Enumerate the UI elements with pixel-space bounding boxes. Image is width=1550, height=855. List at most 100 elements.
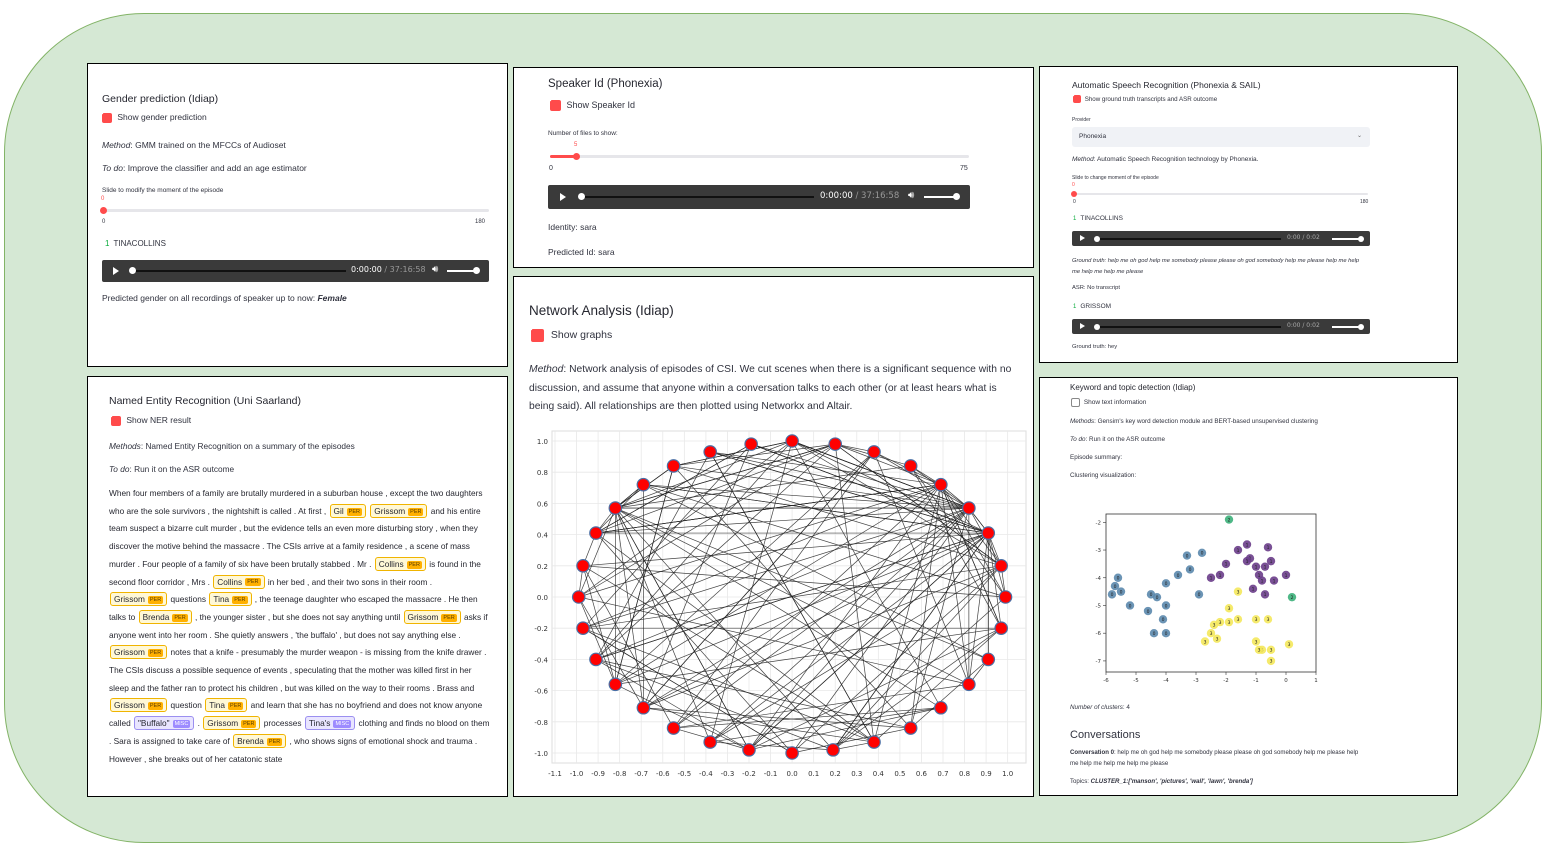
duration: / 37:16:58: [384, 265, 426, 274]
checkbox-label: Show text information: [1083, 399, 1147, 407]
graph-edge: [710, 451, 969, 509]
entity-highlight: Grissom PER: [110, 645, 168, 660]
graph-edge: [673, 443, 836, 467]
graph-edge: [643, 451, 875, 708]
show-transcripts-checkbox[interactable]: Show ground truth transcripts and ASR ou…: [1073, 95, 1217, 103]
volume-slider[interactable]: [924, 196, 956, 198]
conversation-text: : help me oh god help me somebody please…: [1070, 749, 1359, 767]
moment-slider-handle[interactable]: [100, 207, 107, 214]
play-icon[interactable]: [1080, 235, 1085, 241]
audio-player[interactable]: 0:00:00 / 37:16:58 🔊︎: [548, 185, 970, 209]
conversation-label: Conversation 0: [1070, 749, 1115, 756]
provider-select[interactable]: Phonexia ⌄: [1072, 127, 1370, 147]
graph-edge: [578, 443, 836, 598]
audio-player[interactable]: 0:00:00 / 37:16:58 🔊︎: [102, 260, 489, 282]
x-tick-label: -0.9: [591, 770, 605, 778]
show-ner-checkbox[interactable]: Show NER result: [111, 415, 191, 426]
x-tick-label: 0.2: [830, 770, 841, 778]
play-icon[interactable]: [113, 267, 119, 275]
graph-node: [636, 477, 651, 492]
audio-progress-bar[interactable]: [132, 270, 346, 272]
graph-node: [934, 477, 948, 492]
x-tick-label: -4: [1163, 678, 1169, 684]
graph-edge: [595, 532, 875, 743]
graph-edge: [748, 532, 989, 751]
audio-progress-handle[interactable]: [1094, 323, 1100, 330]
cluster-point-label: 0: [1147, 609, 1150, 615]
entity-tag: MISC: [333, 719, 352, 728]
cluster-point: [1263, 615, 1273, 624]
cluster-point: [1281, 570, 1291, 580]
method-line: Method: GMM trained on the MFCCs of Audi…: [102, 140, 286, 150]
volume-slider[interactable]: [1332, 326, 1360, 328]
show-graphs-checkbox[interactable]: Show graphs: [531, 329, 612, 342]
graph-node: [666, 459, 681, 473]
network-analysis-panel: Network Analysis (Idiap) Show graphs Met…: [513, 276, 1034, 797]
audio-progress-bar[interactable]: [581, 196, 814, 198]
graph-edge: [751, 443, 969, 509]
show-gender-checkbox[interactable]: Show gender prediction: [102, 112, 207, 123]
graph-node: [785, 434, 799, 448]
audio-progress-handle[interactable]: [1094, 235, 1100, 242]
audio-player-2[interactable]: 0:00 / 0:02: [1072, 319, 1370, 334]
cluster-point-label: 3: [1213, 623, 1216, 629]
graph-edge: [791, 440, 989, 534]
cluster-point-label: 1: [1252, 587, 1255, 593]
entity-highlight: Tina's MISC: [304, 716, 356, 731]
audio-progress-handle[interactable]: [578, 193, 585, 200]
cluster-point-label: 1: [1264, 592, 1267, 598]
y-tick-label: 0.0: [537, 594, 548, 602]
volume-handle[interactable]: [1358, 235, 1364, 242]
cluster-point-label: 0: [1111, 592, 1114, 598]
files-slider-handle[interactable]: [573, 153, 580, 160]
cluster-point-label: 3: [1237, 617, 1240, 623]
entity-text: Grissom: [114, 647, 145, 658]
audio-player[interactable]: 0:00 / 0:02: [1072, 231, 1370, 246]
slider-min: 0: [102, 219, 106, 225]
show-speaker-id-checkbox[interactable]: Show Speaker Id: [550, 100, 635, 112]
cluster-point: [1224, 515, 1234, 524]
entity-highlight: Collins PER: [213, 574, 265, 589]
clusters-value: : 4: [1122, 704, 1130, 711]
gender-prediction-panel: Gender prediction (Idiap) Show gender pr…: [87, 63, 508, 367]
cluster-point: [1107, 590, 1117, 599]
entity-tag: PER: [147, 596, 164, 605]
volume-icon[interactable]: 🔊︎: [908, 190, 915, 201]
asr-panel: Automatic Speech Recognition (Phonexia &…: [1039, 66, 1458, 363]
graph-edge: [873, 451, 970, 685]
audio-progress-bar[interactable]: [1096, 326, 1281, 328]
speaker1-label: 1 TINACOLLINS: [1073, 215, 1123, 222]
graph-edge: [673, 465, 969, 509]
cluster-point: [1212, 634, 1222, 643]
audio-progress-bar[interactable]: [1096, 238, 1281, 240]
moment-slider-track[interactable]: [1073, 193, 1368, 195]
volume-handle[interactable]: [473, 267, 480, 274]
cluster-point-label: 3: [1228, 620, 1231, 626]
cluster-point: [1260, 562, 1270, 571]
clustering-label: Clustering visualization:: [1070, 472, 1137, 479]
files-slider-track[interactable]: [550, 155, 969, 158]
show-text-info-checkbox[interactable]: Show text information: [1071, 398, 1146, 407]
entity-text: Collins: [378, 558, 404, 569]
volume-handle[interactable]: [953, 193, 960, 200]
entity-text: Gil: [333, 505, 344, 516]
checkbox-label: Show NER result: [126, 415, 192, 425]
volume-icon[interactable]: 🔊︎: [432, 264, 439, 275]
cluster-point: [1206, 573, 1216, 582]
play-icon[interactable]: [1080, 323, 1085, 329]
moment-slider-handle[interactable]: [1071, 191, 1077, 197]
cluster-point: [1269, 576, 1279, 585]
keyword-topic-panel: Keyword and topic detection (Idiap) Show…: [1039, 377, 1458, 796]
volume-slider[interactable]: [1332, 238, 1360, 240]
volume-handle[interactable]: [1358, 323, 1364, 330]
play-icon[interactable]: [560, 193, 566, 201]
cluster-point: [1260, 590, 1270, 599]
current-time: 0:00:00: [820, 191, 853, 201]
graph-edge: [615, 532, 989, 685]
x-tick-label: -2: [1223, 678, 1228, 684]
volume-slider[interactable]: [447, 270, 477, 272]
graph-edge: [910, 484, 942, 729]
audio-progress-handle[interactable]: [129, 267, 136, 274]
moment-slider-track[interactable]: [103, 209, 489, 212]
checkbox-checked-icon: [550, 100, 561, 112]
